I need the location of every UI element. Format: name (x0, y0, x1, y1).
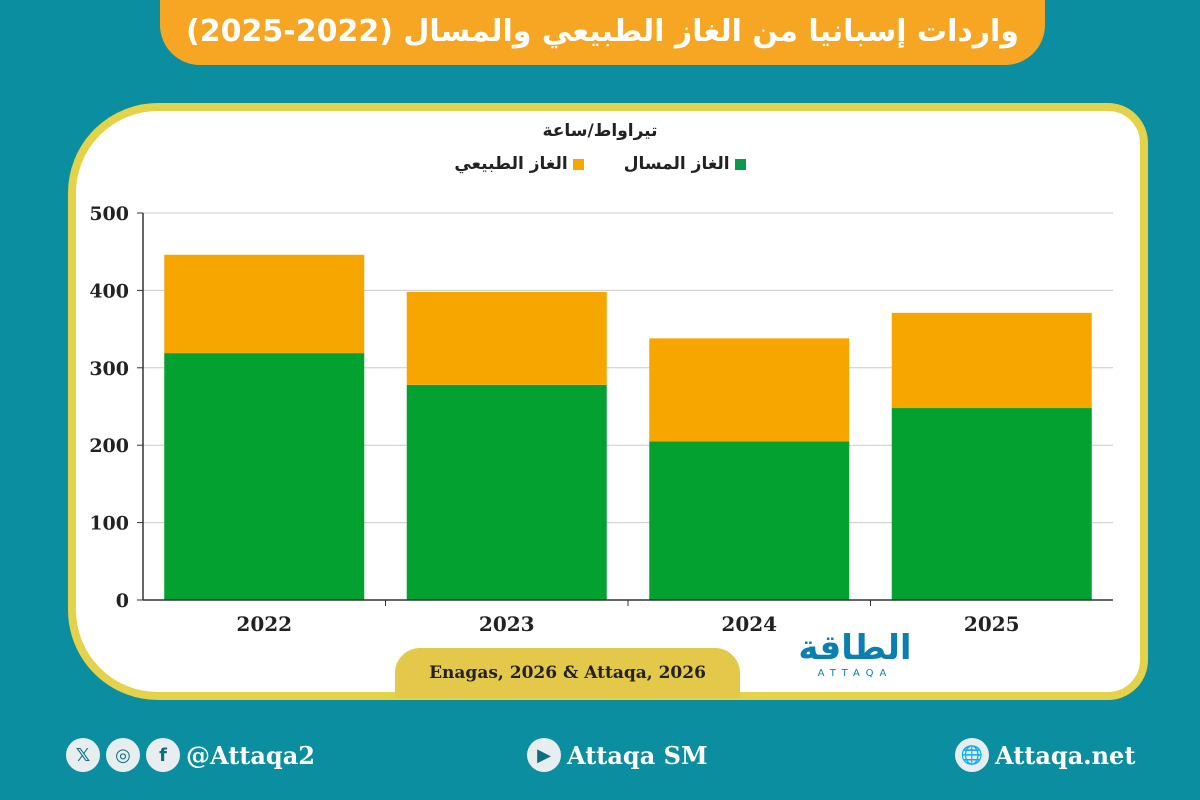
chart-title: واردات إسبانيا من الغاز الطبيعي والمسال … (186, 13, 1019, 49)
social-handle[interactable]: @Attaqa2 (186, 740, 315, 770)
bar-natural-gas-2022 (164, 254, 365, 354)
legend-item-lng: الغاز المسال (624, 153, 746, 175)
x-tick-label: 2022 (236, 612, 292, 636)
legend-label-natural-gas: الغاز الطبيعي (454, 154, 568, 174)
x-icon[interactable]: 𝕏 (66, 738, 100, 772)
legend: الغاز المسال الغاز الطبيعي (0, 153, 1200, 175)
attaqa-logo: الطاقة ATTAQA (780, 628, 930, 680)
bar-lng-2022 (164, 353, 365, 600)
instagram-icon[interactable]: ◎ (106, 738, 140, 772)
website-link[interactable]: Attaqa.net (995, 740, 1136, 770)
y-tick-label: 300 (89, 358, 129, 380)
y-tick-label: 400 (89, 280, 129, 302)
y-tick-label: 0 (116, 590, 129, 612)
y-tick-label: 100 (89, 513, 129, 535)
footer-website: 🌐 Attaqa.net (955, 738, 1135, 772)
y-tick-label: 200 (89, 435, 129, 457)
x-tick-label: 2023 (479, 612, 535, 636)
source-label: Enagas, 2026 & Attaqa, 2026 (395, 648, 740, 698)
footer-social: 𝕏 ◎ f @Attaqa2 (66, 738, 315, 772)
bar-lng-2024 (649, 441, 850, 600)
bar-natural-gas-2023 (406, 291, 607, 385)
y-axis-unit: تيراواط/ساعة (542, 121, 658, 141)
legend-label-lng: الغاز المسال (623, 154, 730, 174)
logo-text: الطاقة (798, 628, 912, 668)
x-tick-label: 2025 (964, 612, 1020, 636)
y-tick-label: 500 (89, 203, 129, 225)
title-banner: واردات إسبانيا من الغاز الطبيعي والمسال … (160, 0, 1045, 65)
footer-youtube: ▶ Attaqa SM (527, 738, 708, 772)
bar-natural-gas-2024 (649, 338, 850, 442)
globe-icon[interactable]: 🌐 (955, 738, 989, 772)
youtube-channel[interactable]: Attaqa SM (567, 740, 708, 770)
legend-item-natural-gas: الغاز الطبيعي (454, 153, 584, 175)
facebook-icon[interactable]: f (146, 738, 180, 772)
bar-lng-2023 (406, 384, 607, 600)
legend-swatch-natural-gas (572, 158, 584, 170)
youtube-icon[interactable]: ▶ (527, 738, 561, 772)
legend-swatch-lng (734, 158, 746, 170)
bar-natural-gas-2025 (891, 312, 1092, 409)
logo-subtext: ATTAQA (817, 668, 893, 679)
bar-lng-2025 (891, 408, 1092, 600)
x-tick-label: 2024 (721, 612, 777, 636)
